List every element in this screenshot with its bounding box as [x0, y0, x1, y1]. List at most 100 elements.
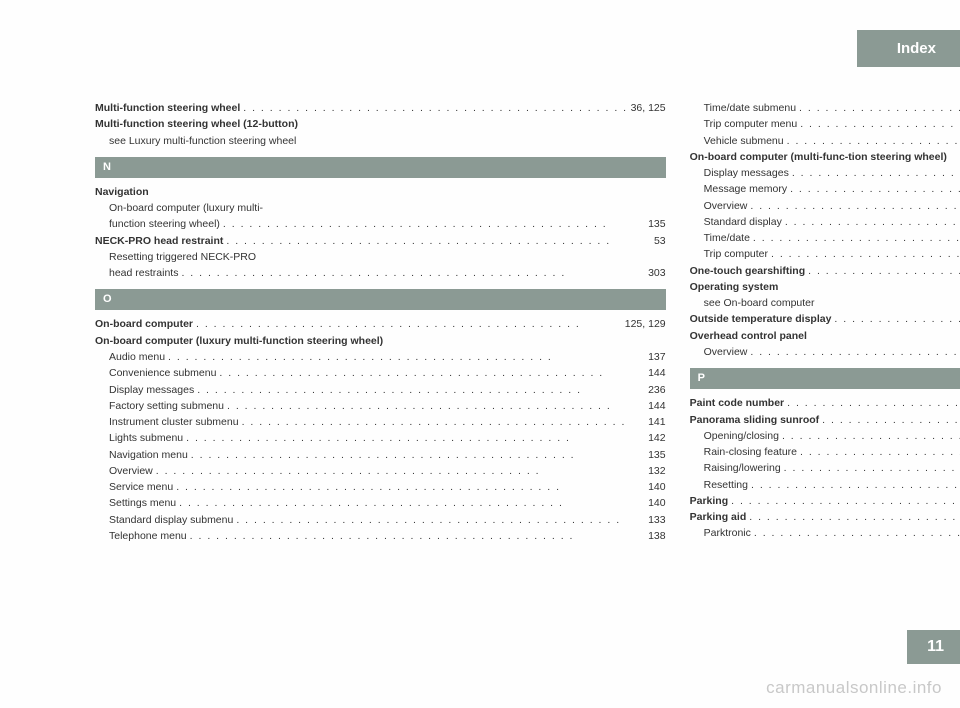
index-entry-label: Parking: [690, 493, 729, 509]
index-entry: Factory setting submenu 144: [95, 398, 666, 414]
index-entry-label: Time/date submenu: [704, 100, 796, 116]
index-column: Time/date submenu142Trip computer menu13…: [690, 100, 960, 618]
index-entry-label: Vehicle submenu: [704, 133, 784, 149]
watermark-text: carmanualsonline.info: [766, 678, 942, 697]
leader-dots: [190, 528, 635, 544]
index-entry: Time/date submenu142: [690, 100, 960, 116]
index-entry: Display messages236: [690, 165, 960, 181]
leader-dots: [179, 495, 635, 511]
index-heading: Navigation: [95, 184, 666, 200]
index-entry: Parktronic153: [690, 525, 960, 541]
index-entry-label: Raising/lowering: [704, 460, 781, 476]
index-entry: Telephone menu 138: [95, 528, 666, 544]
index-entry: Trip computer menu133: [690, 116, 960, 132]
index-entry: Navigation menu135: [95, 447, 666, 463]
index-entry: Opening/closing176: [690, 428, 960, 444]
leader-dots: [822, 412, 960, 428]
index-entry-page: 125, 129: [625, 316, 666, 332]
index-column: Multi-function steering wheel 36, 125Mult…: [95, 100, 666, 618]
leader-dots: [753, 230, 960, 246]
index-entry: Parking aid95: [690, 509, 960, 525]
index-entry-label: Opening/closing: [704, 428, 779, 444]
leader-dots: [784, 460, 960, 476]
leader-dots: [792, 165, 960, 181]
index-entry-page: 140: [638, 495, 666, 511]
leader-dots: [749, 509, 960, 525]
index-entry: NECK-PRO head restraint53: [95, 233, 666, 249]
index-entry-label: Instrument cluster submenu: [109, 414, 239, 430]
leader-dots: [800, 444, 960, 460]
index-entry-label: Standard display submenu: [109, 512, 233, 528]
index-entry-label: Factory setting submenu: [109, 398, 224, 414]
section-letter: N: [95, 157, 666, 178]
index-entry: One-touch gearshifting119: [690, 263, 960, 279]
index-entry: Audio menu137: [95, 349, 666, 365]
index-entry: Overview40: [690, 344, 960, 360]
index-entry: Standard display submenu 133: [95, 512, 666, 528]
index-entry-label: Settings menu: [109, 495, 176, 511]
index-entry-label: Message memory: [704, 181, 787, 197]
index-entry: Settings menu 140: [95, 495, 666, 511]
index-entry: Multi-function steering wheel 36, 125: [95, 100, 666, 116]
index-entry-label: Convenience submenu: [109, 365, 216, 381]
leader-dots: [790, 181, 960, 197]
index-heading: On-board computer (multi-func-tion steer…: [690, 149, 960, 165]
index-text: Resetting triggered NECK-PRO: [95, 249, 666, 265]
index-entry-label: Display messages: [704, 165, 789, 181]
page-number: 11: [927, 638, 944, 655]
leader-dots: [236, 512, 634, 528]
index-entry-page: 135: [638, 447, 666, 463]
leader-dots: [197, 382, 634, 398]
leader-dots: [787, 395, 960, 411]
index-entry-page: 138: [638, 528, 666, 544]
index-entry-label: Parking aid: [690, 509, 747, 525]
index-entry: Time/date129: [690, 230, 960, 246]
index-entry-label: Lights submenu: [109, 430, 183, 446]
index-entry-label: Panorama sliding sunroof: [690, 412, 820, 428]
leader-dots: [156, 463, 635, 479]
index-entry: Convenience submenu144: [95, 365, 666, 381]
index-heading: Multi-function steering wheel (12-button…: [95, 116, 666, 132]
index-entry: Vehicle submenu143: [690, 133, 960, 149]
index-entry: Resetting178: [690, 477, 960, 493]
index-entry-label: Resetting: [704, 477, 748, 493]
leader-dots: [168, 349, 635, 365]
index-entry-label: Trip computer menu: [704, 116, 798, 132]
index-entry-label: Time/date: [704, 230, 750, 246]
index-entry-label: Multi-function steering wheel: [95, 100, 240, 116]
index-entry-label: One-touch gearshifting: [690, 263, 806, 279]
leader-dots: [226, 233, 634, 249]
index-entry-label: Rain-closing feature: [704, 444, 797, 460]
index-entry-label: Parktronic: [704, 525, 751, 541]
leader-dots: [181, 265, 634, 281]
section-letter: P: [690, 368, 960, 389]
index-entry-label: Overview: [704, 198, 748, 214]
index-entry-page: 132: [638, 463, 666, 479]
leader-dots: [754, 525, 960, 541]
index-entry: Raising/lowering177: [690, 460, 960, 476]
index-entry: On-board computer125, 129: [95, 316, 666, 332]
index-entry: Standard display128: [690, 214, 960, 230]
index-entry-page: 36, 125: [631, 100, 666, 116]
index-entry-page: 144: [638, 398, 666, 414]
index-entry: head restraints303: [95, 265, 666, 281]
leader-dots: [243, 100, 627, 116]
index-entry-page: 135: [638, 216, 666, 232]
index-entry-page: 133: [638, 512, 666, 528]
index-heading: Overhead control panel: [690, 328, 960, 344]
index-text: see Luxury multi-function steering wheel: [95, 133, 666, 149]
index-entry-page: 142: [638, 430, 666, 446]
index-entry: function steering wheel)135: [95, 216, 666, 232]
index-entry-label: Outside temperature display: [690, 311, 832, 327]
index-entry: Service menu140: [95, 479, 666, 495]
index-entry-label: Overview: [704, 344, 748, 360]
index-entry-page: 141: [638, 414, 666, 430]
index-entry: Paint code number339: [690, 395, 960, 411]
index-entry: Message memory128: [690, 181, 960, 197]
index-entry: Overview132: [95, 463, 666, 479]
leader-dots: [223, 216, 635, 232]
index-entry-label: Telephone menu: [109, 528, 187, 544]
leader-dots: [771, 246, 960, 262]
index-entry-label: head restraints: [109, 265, 178, 281]
leader-dots: [834, 311, 960, 327]
